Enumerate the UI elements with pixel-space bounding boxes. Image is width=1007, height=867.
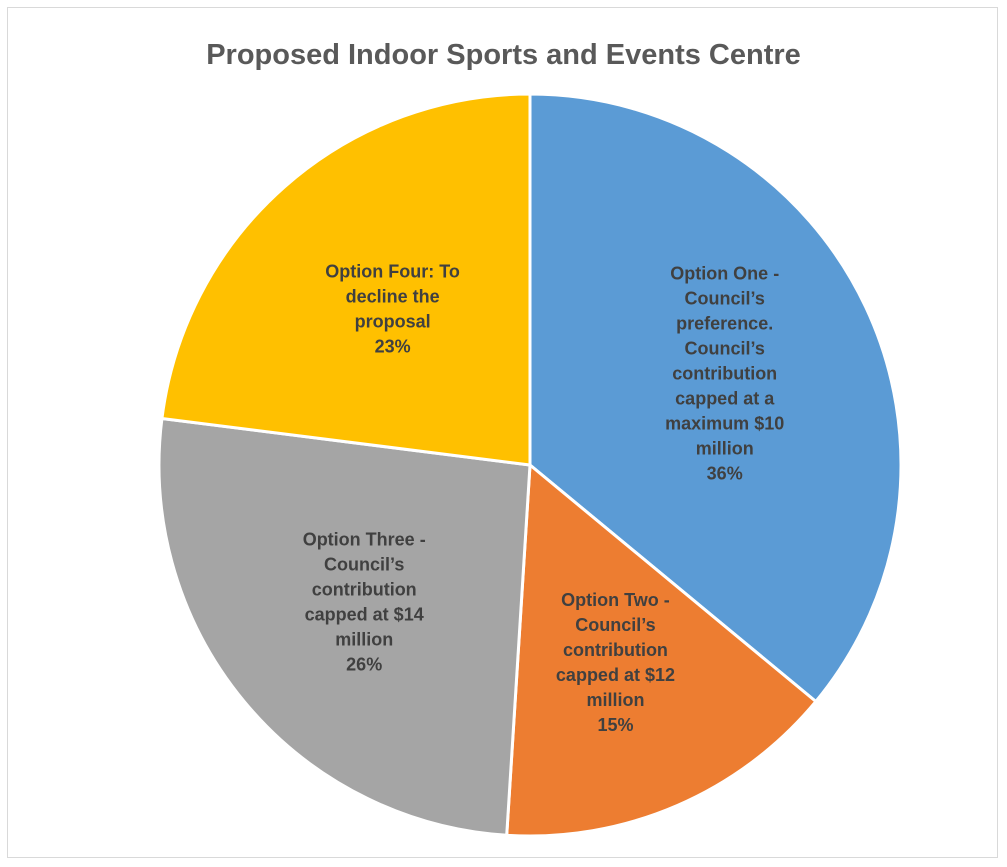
data-label-line: Option Three - [303,530,426,550]
pie-slice-option-three [157,417,532,837]
data-label-line: Council’s [575,615,655,635]
data-label-line: Option One - [670,263,779,283]
data-label-line: million [586,690,644,710]
chart-title: Proposed Indoor Sports and Events Centre [206,39,801,71]
data-label-line: maximum $10 [665,413,784,433]
chart-area: Proposed Indoor Sports and Events Centre… [7,7,998,858]
pie-chart: Option One - Council’s preference. Council’… [157,92,903,838]
data-label-option-four: Option Four: To decline the proposal 23% [325,262,460,357]
data-label-percent: 26% [346,655,382,675]
data-label-line: million [696,438,754,458]
data-label-line: million [335,630,393,650]
data-label-option-three: Option Three - Council’s contribution cappe… [303,530,426,675]
data-label-line: proposal [355,312,431,332]
data-label-line: capped at $14 [305,605,424,625]
data-label-line: Council’s [685,288,765,308]
data-label-line: preference. [676,313,773,333]
pie-slice-option-two [505,463,818,838]
data-label-percent: 36% [707,463,743,483]
data-label-option-one: Option One - Council’s preference. Council’… [665,263,784,483]
data-label-line: capped at a [675,388,775,408]
data-label-percent: 23% [375,337,411,357]
data-label-line: contribution [563,640,668,660]
pie-slice-option-four [160,92,532,467]
data-label-line: Option Two - [561,590,670,610]
data-label-line: capped at $12 [556,665,675,685]
data-label-option-two: Option Two - Council’s contribution capped … [556,590,675,735]
data-label-line: Council’s [685,338,765,358]
data-label-line: Council’s [324,555,404,575]
data-label-line: contribution [312,580,417,600]
pie-slice-option-one [528,92,903,703]
data-label-line: Option Four: To [325,262,460,282]
data-label-line: decline the [346,287,440,307]
data-label-line: contribution [672,363,777,383]
data-label-percent: 15% [597,715,633,735]
